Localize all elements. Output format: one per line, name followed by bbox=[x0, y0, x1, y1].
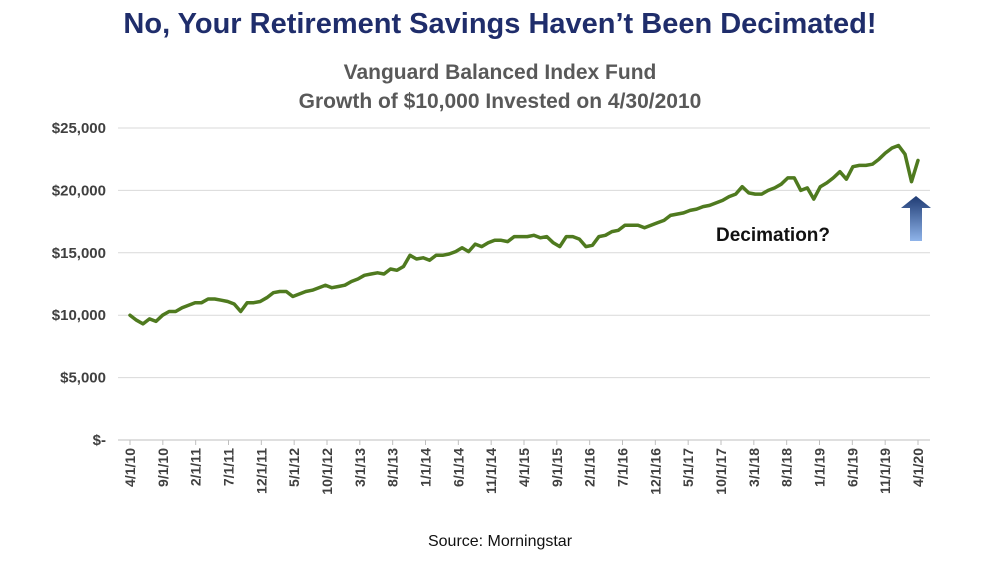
x-tick-label: 2/1/16 bbox=[582, 448, 598, 487]
page-headline: No, Your Retirement Savings Haven’t Been… bbox=[123, 8, 877, 40]
y-tick-label: $25,000 bbox=[52, 120, 106, 137]
x-tick-label: 12/1/11 bbox=[253, 448, 269, 494]
line-chart: $- $5,000 $10,000 $15,000 $20,000 $25,000 4/1… bbox=[52, 120, 931, 495]
x-axis-tick-labels: 4/1/10 9/1/10 2/1/11 7/1/11 12/1/11 5/1/12 10/… bbox=[122, 448, 926, 495]
x-axis bbox=[118, 439, 930, 445]
x-tick-label: 3/1/18 bbox=[746, 448, 762, 487]
x-tick-label: 4/1/15 bbox=[516, 448, 532, 487]
gridlines bbox=[118, 127, 930, 379]
x-tick-label: 6/1/14 bbox=[450, 448, 466, 487]
x-tick-label: 4/1/20 bbox=[910, 448, 926, 487]
y-tick-label: $10,000 bbox=[52, 307, 106, 324]
y-tick-label: $20,000 bbox=[52, 182, 106, 199]
y-tick-label: $5,000 bbox=[60, 370, 106, 387]
x-tick-label: 8/1/18 bbox=[779, 448, 795, 487]
x-tick-label: 1/1/14 bbox=[418, 448, 434, 487]
x-tick-label: 9/1/15 bbox=[549, 448, 565, 487]
x-tick-label: 7/1/16 bbox=[615, 448, 631, 487]
x-tick-label: 2/1/11 bbox=[188, 448, 204, 486]
x-tick-label: 12/1/16 bbox=[647, 448, 663, 495]
x-tick-label: 10/1/12 bbox=[319, 448, 335, 495]
x-tick-label: 10/1/17 bbox=[713, 448, 729, 495]
series-line bbox=[128, 143, 920, 326]
chart-subtitle: Growth of $10,000 Invested on 4/30/2010 bbox=[298, 90, 702, 113]
annotation-decimation: Decimation? bbox=[716, 225, 830, 246]
x-tick-label: 5/1/12 bbox=[286, 448, 302, 487]
x-tick-label: 7/1/11 bbox=[221, 448, 237, 486]
annotation-layer: Decimation? bbox=[716, 196, 931, 246]
x-tick-label: 4/1/10 bbox=[122, 448, 138, 487]
chart-title: Vanguard Balanced Index Fund bbox=[343, 61, 657, 84]
y-tick-label: $- bbox=[93, 432, 106, 449]
y-axis-tick-labels: $- $5,000 $10,000 $15,000 $20,000 $25,000 bbox=[52, 120, 106, 449]
x-tick-label: 11/1/14 bbox=[483, 448, 499, 494]
x-tick-label: 9/1/10 bbox=[155, 448, 171, 487]
up-arrow-icon bbox=[901, 196, 931, 241]
y-tick-label: $15,000 bbox=[52, 245, 106, 262]
source-note: Source: Morningstar bbox=[427, 533, 573, 550]
x-tick-label: 5/1/17 bbox=[680, 448, 696, 487]
series-layer bbox=[128, 143, 920, 326]
x-tick-label: 3/1/13 bbox=[352, 448, 368, 487]
x-tick-label: 1/1/19 bbox=[812, 448, 828, 487]
x-tick-label: 8/1/13 bbox=[385, 448, 401, 487]
x-tick-label: 11/1/19 bbox=[877, 448, 893, 494]
x-tick-label: 6/1/19 bbox=[844, 448, 860, 487]
